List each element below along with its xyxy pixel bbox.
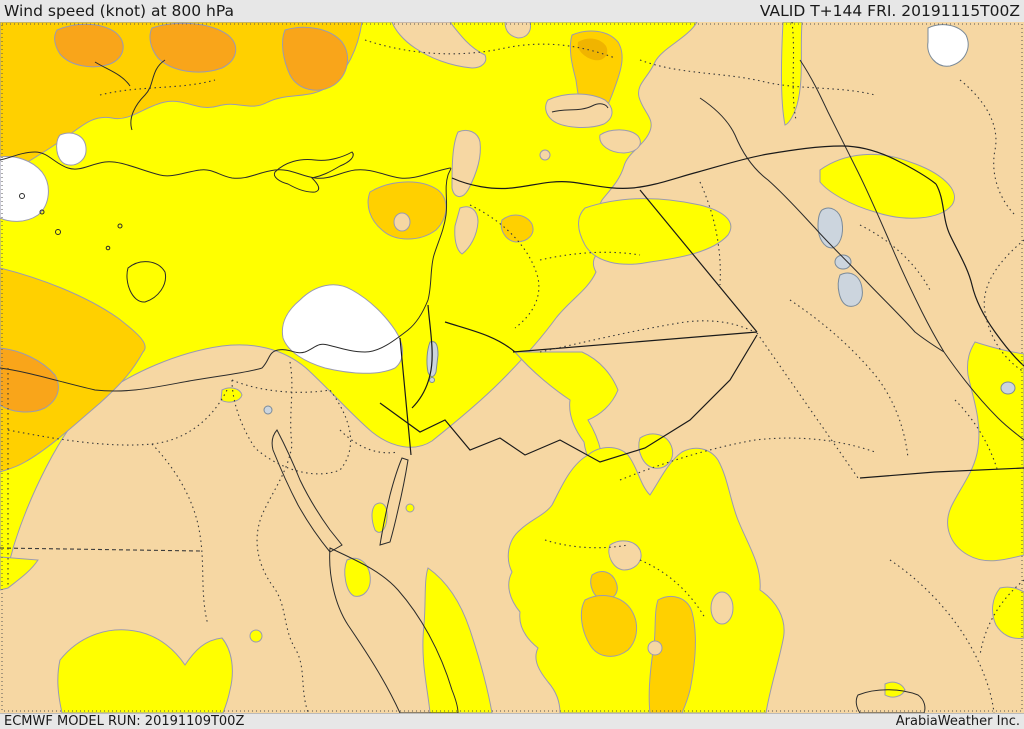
- tigris-river: [799, 59, 945, 353]
- egypt-israel-border: [399, 337, 412, 456]
- bitter-lake: [263, 405, 273, 415]
- statusbar: ECMWF MODEL RUN: 20191109T00Z ArabiaWeat…: [0, 713, 1024, 729]
- lake-habbaniyah: [834, 254, 852, 270]
- syria-jordan-border: [444, 321, 516, 353]
- contour-orange-regions: [0, 22, 349, 413]
- contour-tan-holes: [391, 22, 734, 656]
- titlebar: Wind speed (knot) at 800 hPa VALID T+144…: [0, 0, 1024, 22]
- jordan-iraq-border: [512, 331, 758, 353]
- brand-label: ArabiaWeather Inc.: [895, 714, 1020, 729]
- country-borders: [379, 145, 1024, 479]
- turkey-syria-border: [451, 145, 937, 190]
- valid-time-label: VALID T+144 FRI. 20191115T00Z: [759, 2, 1020, 20]
- rivers: [699, 59, 1024, 441]
- jordan-saudi-border: [379, 334, 758, 463]
- wind-speed-map: [0, 22, 1024, 713]
- coastlines: [0, 59, 609, 392]
- iran-iraq-border: [935, 183, 1024, 367]
- dotted-borders: [0, 22, 1024, 713]
- saudi-kuwait-border: [859, 467, 1024, 479]
- model-run-label: ECMWF MODEL RUN: 20191109T00Z: [4, 714, 245, 729]
- lake-razazza: [837, 272, 863, 307]
- israel-borders: [411, 304, 433, 409]
- map-area: [0, 22, 1024, 713]
- syria-iraq-border: [639, 189, 758, 333]
- map-title: Wind speed (knot) at 800 hPa: [4, 2, 235, 20]
- euphrates-river: [699, 97, 945, 353]
- map-frame: [1, 23, 1023, 712]
